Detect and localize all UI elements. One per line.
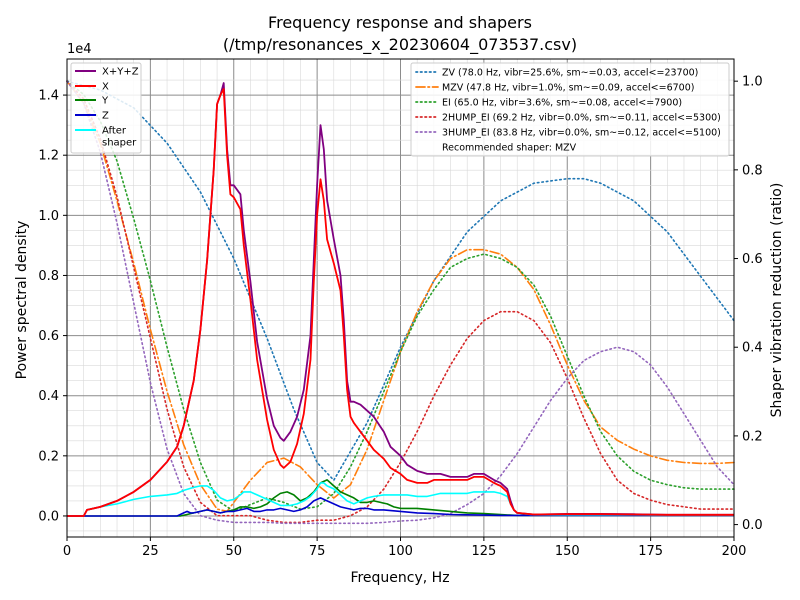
recommended-shaper-label: Recommended shaper: MZV [442,143,577,154]
x-axis-title: Frequency, Hz [350,570,449,586]
legend-right-label-2: EI (65.0 Hz, vibr=3.6%, sm~=0.08, accel<… [442,98,682,109]
y-tick-label: 0.4 [38,389,59,404]
x-tick-label: 175 [638,544,663,559]
y-tick-label: 1.2 [38,149,59,164]
y2-tick-label: 0.6 [742,252,763,267]
x-tick-label: 125 [471,544,496,559]
y-tick-label: 1.0 [38,209,59,224]
legend-right: ZV (78.0 Hz, vibr=25.6%, sm~=0.03, accel… [410,62,730,157]
chart-title: Frequency response and shapers [268,13,532,32]
y2-axis: 0.0 0.2 0.4 0.6 0.8 1.0 [734,75,763,533]
y-tick-label: 0.0 [38,509,59,524]
x-tick-label: 200 [722,544,747,559]
psd-series-line-3 [67,497,734,517]
y-axis: 0.0 0.2 0.4 0.6 0.8 1.0 1.2 1.4 [38,89,67,524]
x-tick-label: 75 [309,544,326,559]
y-tick-label: 0.8 [38,269,59,284]
legend-right-label-0: ZV (78.0 Hz, vibr=25.6%, sm~=0.03, accel… [442,68,698,79]
legend-left-label-0: X+Y+Z [102,67,139,78]
x-axis: 0 25 50 75 100 125 150 175 200 [63,537,747,559]
legend-left-label-3: Z [102,111,109,122]
shaper-series-line-4 [66,80,735,525]
x-tick-label: 25 [142,544,159,559]
legend-right-label-3: 2HUMP_EI (69.2 Hz, vibr=0.0%, sm~=0.11, … [442,113,721,124]
legend-left-label-4: shaper [102,138,137,149]
x-tick-label: 100 [388,544,413,559]
legend-left-label-2: Y [101,96,109,107]
y-tick-label: 0.6 [38,329,59,344]
legend-right-label-1: MZV (47.8 Hz, vibr=1.0%, sm~=0.09, accel… [442,83,694,94]
legend-right-label-4: 3HUMP_EI (83.8 Hz, vibr=0.0%, sm~=0.12, … [442,128,721,139]
series-layer [66,80,735,525]
x-tick-label: 50 [225,544,242,559]
y2-tick-label: 0.4 [742,341,763,356]
y-offset-label: 1e4 [67,42,92,57]
y2-tick-label: 0.8 [742,163,763,178]
y2-tick-label: 0.2 [742,429,763,444]
y-tick-label: 1.4 [38,89,59,104]
y-tick-label: 0.2 [38,449,59,464]
shaper-series-line-2 [66,80,735,513]
x-tick-label: 0 [63,544,71,559]
shaper-series-line-3 [66,80,735,524]
chart-subtitle: (/tmp/resonances_x_20230604_073537.csv) [223,35,577,55]
shaper-series-line-0 [66,80,735,482]
y-axis-title: Power spectral density [14,221,30,380]
psd-series-line-4 [67,482,734,517]
legend-left-label-1: X [102,82,109,93]
psd-series-line-1 [67,88,734,517]
x-tick-label: 150 [555,544,580,559]
y2-tick-label: 0.0 [742,518,763,533]
y2-axis-title: Shaper vibration reduction (ratio) [769,183,785,418]
legend-right-box [410,62,730,157]
legend-left-label-4: After [102,126,127,137]
y2-tick-label: 1.0 [742,75,763,90]
